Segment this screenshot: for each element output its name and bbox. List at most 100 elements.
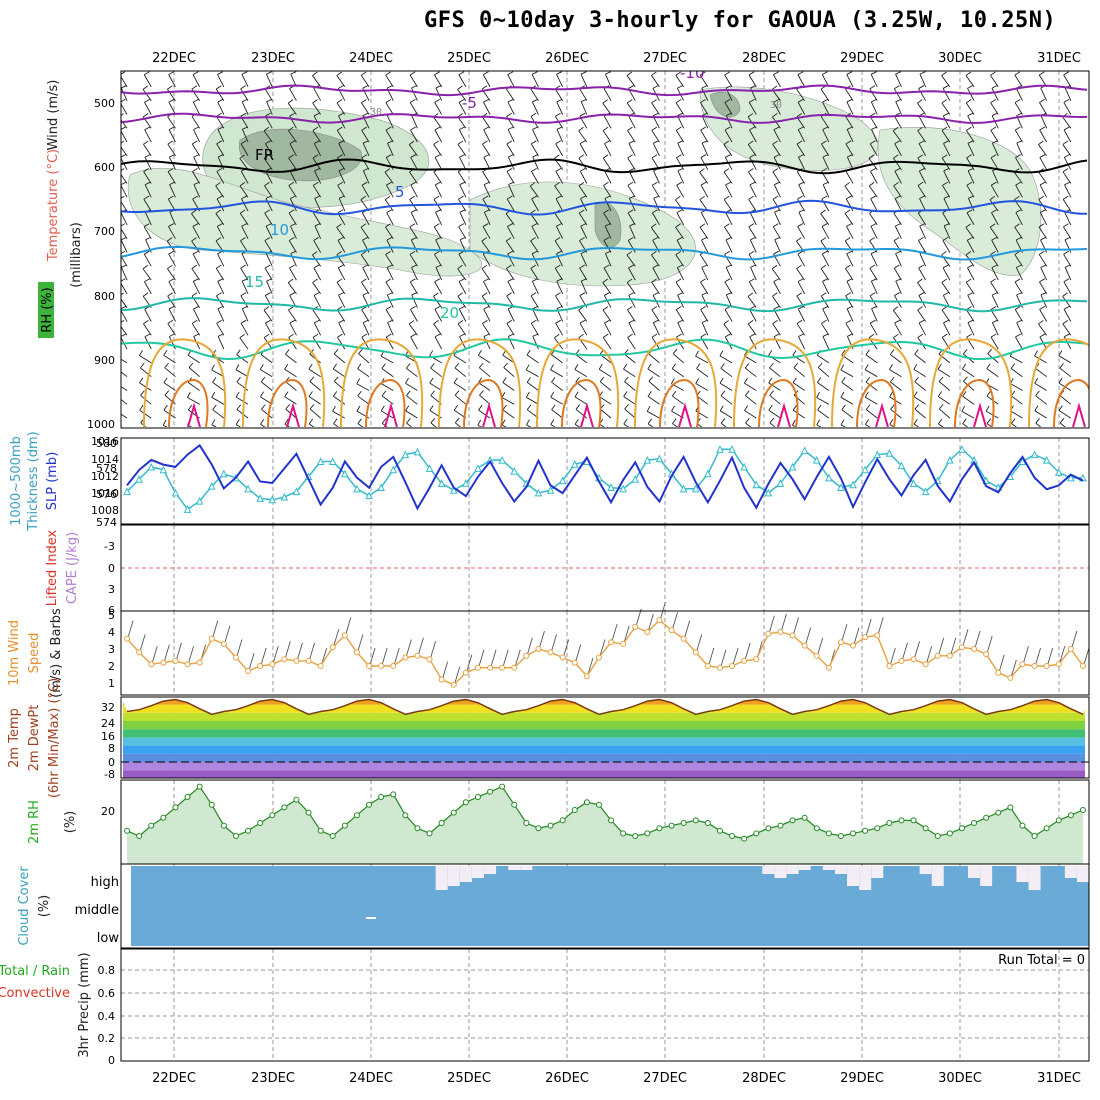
wind-barb (531, 226, 539, 239)
wind-barb-flag (361, 333, 368, 338)
wind-barb-flag (1014, 278, 1021, 283)
wind-barb (917, 102, 927, 115)
wind-barb (798, 211, 806, 226)
wind-barb-flag (1034, 350, 1038, 357)
wind-barb-flag (1039, 126, 1046, 131)
wind-barb-flag (308, 391, 313, 397)
wind-barb-flag (648, 376, 654, 382)
wind-barb-flag (845, 140, 852, 145)
temp-tick: -8 (104, 768, 115, 781)
precip-tick: 0.8 (98, 964, 116, 977)
wind-barb-flag (797, 195, 803, 200)
wind-barb (139, 453, 151, 460)
wind-barb (164, 367, 176, 378)
wind-barb (482, 171, 491, 184)
wind-barb (895, 74, 902, 88)
wind-barb-flag (140, 390, 145, 396)
wind-barb-flag (798, 181, 805, 186)
wind-barb (798, 184, 806, 198)
wind-barb-flag (919, 223, 926, 227)
ylabel-thickness: Thickness (dm) (26, 431, 41, 531)
wind-barb (168, 226, 176, 239)
wind-barb-flag (917, 181, 924, 186)
wind-speed-point (813, 652, 820, 659)
wind-barb-flag (864, 364, 869, 370)
wind-barb (967, 295, 975, 308)
thickness-point (800, 446, 809, 455)
wind-barb-flag (551, 377, 556, 383)
wind-barb (507, 336, 515, 350)
wind-barb-flag (314, 319, 320, 324)
wind-barb-flag (961, 405, 966, 412)
wind-barb (458, 253, 467, 267)
wind-barb-flag (941, 251, 947, 256)
rh-point (474, 794, 481, 800)
wind-barb (217, 74, 225, 88)
ylabel-wind10-barbs: (m/s) & Barbs (49, 608, 64, 698)
wind-barb-flag (479, 433, 483, 438)
warm-contour (143, 338, 227, 427)
wind-barb-flag (289, 112, 296, 117)
wind-barb (338, 322, 346, 336)
wind-barb-flag (725, 333, 731, 338)
wind-barb (771, 268, 781, 281)
warm-contour (875, 402, 889, 427)
wind-barb-flag (290, 250, 297, 254)
wind-barb-flag (797, 98, 804, 103)
thickness-point (546, 486, 555, 494)
wind-barb-flag (478, 447, 481, 452)
wind-barb-flag (725, 85, 732, 89)
wind-speed-point (232, 654, 239, 661)
wind-barb-flag (309, 376, 315, 382)
wind-barb (990, 281, 999, 295)
wind-barb-flag (626, 99, 633, 104)
wind-barb-flag (990, 154, 997, 159)
wind-barb (822, 184, 830, 198)
wind-barb-flag (144, 154, 151, 158)
wind-barb (314, 198, 322, 212)
wind-barb (651, 254, 660, 267)
wind-barb-flag (139, 447, 142, 452)
wind-barb-flag (458, 223, 465, 228)
wind-barb-flag (991, 85, 998, 89)
wind-barb-flag (484, 209, 491, 213)
wind-barb-flag (726, 112, 733, 116)
wind-barb-flag (527, 447, 530, 452)
wind-barb-flag (217, 126, 224, 130)
wind-barb-flag (965, 251, 972, 256)
wind-barb (191, 143, 201, 157)
wind-barb-flag (263, 126, 270, 132)
wind-barb-flag (336, 126, 343, 131)
wind-speed-point (148, 661, 155, 668)
wind-barb (772, 226, 781, 239)
wind-barb-flag (845, 319, 852, 324)
wind-barb-flag (677, 167, 684, 172)
cloud-gap (980, 866, 993, 886)
wind-barb (772, 144, 781, 157)
wind-barb (725, 115, 733, 129)
wind-barb (410, 336, 418, 350)
wind-barb-flag (651, 154, 658, 159)
wind-barb (1014, 129, 1023, 143)
wind-barb (381, 395, 394, 405)
rh-point (837, 833, 844, 839)
wind-barb (1040, 115, 1048, 129)
wind-barb-flag (193, 305, 200, 310)
wind-barb-flag (434, 71, 440, 76)
wind-barb (938, 408, 951, 419)
wind-barb-flag (313, 264, 320, 269)
wind-barb (870, 281, 878, 295)
wind-barb-flag (821, 195, 828, 200)
wind-barb (188, 437, 199, 445)
wind-barb (1060, 450, 1071, 459)
wind-barb (334, 451, 345, 459)
wind-barb-flag (284, 363, 289, 370)
wind-barb-flag (1038, 250, 1045, 255)
date-label-bottom: 30DEC (938, 1071, 982, 1086)
warm-contour (831, 338, 915, 427)
wind-barb-flag (507, 71, 514, 75)
wind-barb-flag (627, 209, 634, 214)
wind-barb (1039, 102, 1048, 115)
wind-barb-flag (338, 112, 345, 117)
wind-barb (362, 267, 370, 281)
